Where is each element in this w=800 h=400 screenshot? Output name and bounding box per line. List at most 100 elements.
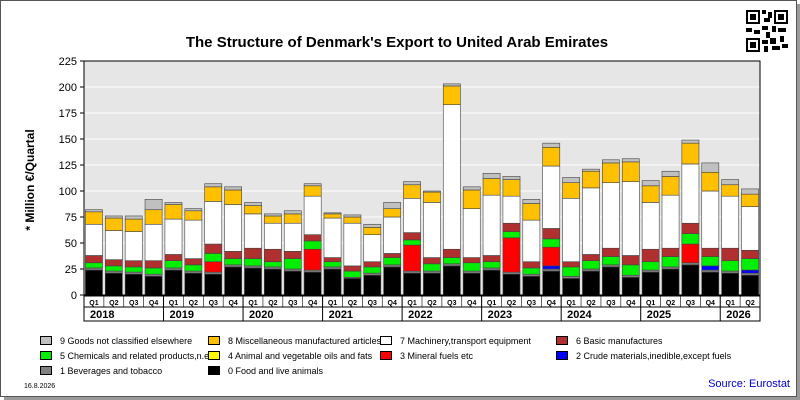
bar-segment-2-q34	[741, 269, 759, 274]
x-tick-label-quarter: Q2	[586, 300, 595, 307]
bar-segment-5-q23	[522, 267, 541, 275]
bar-segment-9-q18	[423, 190, 441, 193]
bar-segment-0-q19	[442, 265, 461, 296]
bar-segment-8-q14	[343, 216, 362, 224]
bar-segment-1-q31	[681, 262, 700, 266]
bar-segment-5-q2	[104, 265, 123, 272]
bar-segment-7-q1	[85, 223, 103, 256]
x-tick-label-quarter: Q4	[626, 300, 635, 307]
bar-segment-9-q27	[602, 159, 620, 164]
bar-segment-8-q13	[323, 213, 342, 219]
chart-title: The Structure of Denmark's Export to Uni…	[186, 34, 608, 51]
legend-swatch	[40, 351, 52, 360]
x-tick-label-quarter: Q2	[507, 300, 516, 307]
bar-segment-8-q2	[104, 217, 123, 231]
bar-segment-9-q20	[462, 186, 481, 191]
bar-segment-5-q31	[681, 233, 700, 245]
bar-segment-0-q16	[383, 266, 402, 296]
bar-segment-7-q6	[184, 219, 203, 259]
bar-segment-1-q30	[661, 266, 680, 270]
bar-segment-1-q25	[562, 275, 580, 279]
bar-segment-9-q17	[403, 181, 421, 186]
bar-segment-5-q11	[283, 258, 302, 270]
legend-swatch	[556, 351, 568, 360]
bar-segment-5-q18	[423, 263, 441, 272]
x-tick-label-quarter: Q3	[686, 300, 695, 307]
bar-segment-1-q26	[582, 268, 600, 272]
bar-segment-0-q3	[124, 273, 143, 296]
bar-segment-9-q32	[701, 162, 720, 173]
bar-segment-0-q25	[562, 278, 580, 296]
x-tick-label-quarter: Q3	[527, 300, 536, 307]
legend-label: 3 Mineral fuels etc	[400, 351, 474, 361]
qr-code-icon	[746, 10, 788, 52]
bar-segment-7-q12	[303, 195, 322, 235]
bar-segment-0-q10	[264, 268, 282, 296]
bar-segment-7-q9	[244, 213, 262, 249]
chart-date: 16.8.2026	[24, 383, 56, 390]
bar-segment-5-q22	[502, 231, 521, 239]
bar-segment-8-q11	[283, 213, 302, 224]
bar-segment-1-q21	[482, 267, 501, 271]
bar-segment-1-q1	[85, 267, 103, 271]
x-tick-label-quarter: Q4	[228, 300, 237, 307]
legend-label: 8 Miscellaneous manufactured articles	[228, 336, 382, 346]
x-tick-label-quarter: Q3	[606, 300, 615, 307]
bar-segment-9-q13	[323, 212, 342, 215]
legend-swatch	[208, 366, 220, 375]
bar-segment-6-q18	[423, 257, 441, 265]
legend-swatch	[40, 336, 52, 345]
bar-segment-0-q24	[542, 270, 561, 296]
bar-segment-7-q31	[681, 163, 700, 224]
bar-segment-0-q26	[582, 270, 600, 296]
bar-segment-8-q5	[164, 204, 183, 220]
bar-segment-0-q7	[204, 273, 223, 296]
x-tick-label-quarter: Q2	[109, 300, 118, 307]
bar-segment-9-q8	[224, 186, 242, 191]
x-tick-label-year: 2023	[488, 309, 512, 321]
bar-segment-8-q34	[741, 193, 759, 207]
bar-segment-6-q17	[403, 232, 421, 241]
bar-segment-8-q16	[383, 208, 402, 218]
bar-segment-3-q7	[204, 261, 223, 273]
bar-segment-8-q4	[144, 209, 163, 225]
bar-segment-0-q18	[423, 272, 441, 296]
bar-segment-7-q16	[383, 216, 402, 254]
bar-segment-0-q21	[482, 269, 501, 296]
bar-segment-6-q14	[343, 265, 362, 272]
bar-segment-7-q23	[522, 219, 541, 263]
x-tick-label-quarter: Q2	[427, 300, 436, 307]
bar-segment-8-q1	[85, 211, 103, 225]
bar-segment-9-q5	[164, 202, 183, 205]
bar-segment-7-q32	[701, 190, 720, 249]
bar-segment-6-q12	[303, 234, 322, 242]
bar-segment-5-q16	[383, 257, 402, 266]
y-tick-label: 0	[71, 290, 77, 302]
bar-segment-5-q20	[462, 262, 481, 272]
x-tick-label-quarter: Q4	[308, 300, 317, 307]
bar-segment-1-q3	[124, 271, 143, 275]
x-tick-label-quarter: Q3	[368, 300, 377, 307]
bar-segment-9-q15	[363, 223, 382, 228]
bar-segment-1-q8	[224, 264, 242, 268]
bar-segment-0-q2	[104, 272, 123, 296]
y-tick-label: 175	[59, 108, 77, 120]
bar-segment-7-q8	[224, 204, 242, 252]
bar-segment-0-q31	[681, 264, 700, 296]
bar-segment-7-q10	[264, 222, 282, 250]
x-tick-label-quarter: Q1	[89, 300, 98, 307]
bar-segment-5-q14	[343, 270, 362, 278]
bar-segment-6-q29	[641, 248, 660, 263]
bar-segment-6-q31	[681, 222, 700, 234]
bar-segment-5-q33	[721, 260, 740, 272]
bar-segment-6-q2	[104, 259, 123, 267]
bar-segment-0-q30	[661, 268, 680, 296]
bar-segment-6-q30	[661, 247, 680, 257]
bar-segment-8-q26	[582, 170, 600, 189]
bar-segment-7-q14	[343, 222, 362, 267]
x-tick-label-quarter: Q2	[268, 300, 277, 307]
year-axis-band	[83, 306, 761, 322]
bar-segment-7-q3	[124, 231, 143, 261]
bar-segment-9-q26	[582, 168, 600, 172]
bar-segment-0-q33	[721, 272, 740, 296]
